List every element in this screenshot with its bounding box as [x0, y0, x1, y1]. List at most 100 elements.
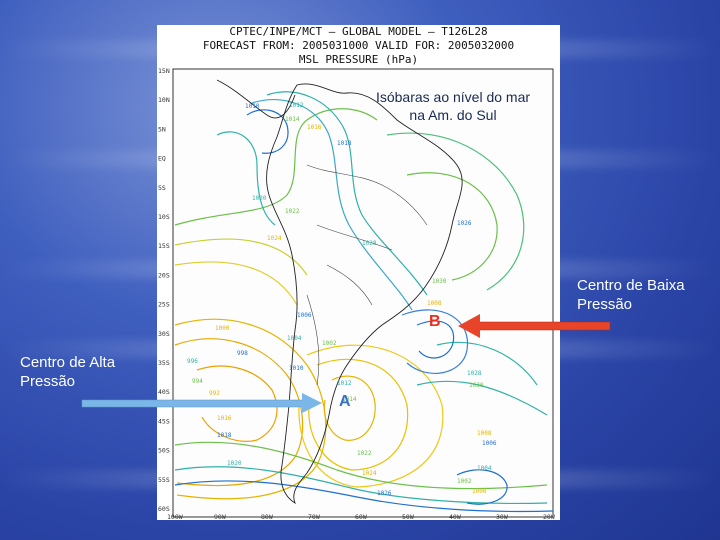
latitude-tick-label: 25S	[158, 301, 170, 309]
isobar-value-label: 1006	[482, 440, 497, 447]
low-pressure-marker: B	[429, 313, 441, 330]
latitude-tick-label: 20S	[158, 271, 170, 279]
isobar-value-label: 1010	[245, 103, 260, 110]
high-pressure-marker: A	[339, 393, 351, 410]
isobars-mid	[174, 91, 548, 505]
isobar-value-label: 1028	[467, 370, 482, 377]
isobar-value-label: 1008	[477, 430, 492, 437]
latitude-tick-label: 15N	[158, 67, 170, 75]
longitude-axis: 100W 90W 80W 70W 60W 50W 40W 30W 20W	[167, 513, 555, 520]
map-header-forecast: FORECAST FROM: 2005031000 VALID FOR: 200…	[202, 39, 515, 52]
isobar-value-label: 1030	[469, 382, 484, 389]
country-borders	[306, 164, 428, 386]
isobar-value-label: 1004	[477, 465, 492, 472]
latitude-tick-label: 35S	[158, 359, 170, 367]
latitude-tick-label: 10S	[158, 213, 170, 221]
isobar-value-label: 1012	[289, 102, 304, 109]
longitude-tick-label: 50W	[402, 513, 414, 520]
isobars-high	[174, 238, 444, 500]
longitude-tick-label: 40W	[449, 513, 461, 520]
longitude-tick-label: 80W	[261, 513, 273, 520]
continent-outline	[266, 83, 463, 505]
longitude-tick-label: 70W	[308, 513, 320, 520]
isobar-line	[174, 441, 548, 490]
latitude-tick-label: 15S	[158, 242, 170, 250]
isobar-value-label: 1026	[457, 220, 472, 227]
latitude-tick-label: 5N	[158, 125, 166, 133]
isobar-value-label: 1000	[215, 325, 230, 332]
isobar-value-label: 992	[209, 390, 220, 397]
isobar-value-label: 994	[192, 378, 203, 385]
isobar-line	[174, 338, 304, 487]
isobar-value-label: 1008	[427, 300, 442, 307]
isobar-line	[456, 469, 508, 505]
isobar-value-label: 1004	[287, 335, 302, 342]
isobar-value-label: 998	[237, 350, 248, 357]
isobar-line	[266, 91, 428, 296]
isobar-value-label: 1014	[342, 396, 357, 403]
isobar-value-label: 1022	[357, 450, 372, 457]
longitude-tick-label: 60W	[355, 513, 367, 520]
isobar-value-label: 1024	[267, 235, 282, 242]
isobar-value-label: 1012	[337, 380, 352, 387]
isobar-value-label: 1006	[297, 312, 312, 319]
isobar-line	[216, 131, 276, 226]
map-canvas: 15N 10N 5N EQ 5S 10S 15S 20S 25S 30S 35S 40S 45S 50S 5…	[158, 67, 555, 520]
isobar-value-label: 1030	[432, 278, 447, 285]
pressure-map: 15N 10N 5N EQ 5S 10S 15S 20S 25S 30S 35S 40S 45S 50S 5…	[157, 25, 560, 520]
isobar-value-label: 1014	[285, 116, 300, 123]
map-header-variable: MSL PRESSURE (hPa)	[298, 53, 419, 66]
latitude-tick-label: 10N	[158, 96, 170, 104]
isobar-value-label: 1018	[337, 140, 352, 147]
longitude-tick-label: 90W	[214, 513, 226, 520]
isobar-line	[308, 358, 409, 471]
longitude-tick-label: 30W	[496, 513, 508, 520]
isobar-value-label: 1028	[362, 240, 377, 247]
isobar-value-label: 1026	[377, 490, 392, 497]
longitude-tick-label: 100W	[167, 513, 183, 520]
latitude-tick-label: 40S	[158, 388, 170, 396]
latitude-tick-label: 45S	[158, 417, 170, 425]
isobar-value-label: 1020	[227, 460, 242, 467]
latitude-tick-label: 5S	[158, 184, 166, 192]
central-america-outline	[216, 79, 296, 119]
isobar-value-label: 1000	[472, 488, 487, 495]
map-frame	[172, 68, 554, 518]
isobar-value-label: 1016	[217, 415, 232, 422]
isobar-line	[298, 344, 444, 488]
latitude-tick-label: EQ	[158, 155, 166, 163]
isobar-line	[323, 375, 376, 441]
latitude-tick-label: 60S	[158, 505, 170, 513]
isobar-line	[416, 380, 548, 416]
isobar-line	[386, 132, 525, 291]
isobar-line	[416, 320, 455, 359]
high-pressure-label: Centro de Alta Pressão	[20, 354, 116, 390]
isobar-value-label: 1020	[252, 195, 267, 202]
isobar-line	[174, 238, 308, 276]
isobar-value-label: 1022	[285, 208, 300, 215]
latitude-tick-label: 50S	[158, 447, 170, 455]
isobar-line	[406, 172, 498, 281]
longitude-tick-label: 20W	[543, 513, 555, 520]
map-header-model: CPTEC/INPE/MCT — GLOBAL MODEL — T126L28	[229, 25, 488, 38]
low-pressure-label: Centro de Baixa Pressão	[577, 277, 685, 313]
isobar-value-label: 1002	[457, 478, 472, 485]
isobar-line	[174, 480, 554, 513]
isobar-value-label: 1018	[217, 432, 232, 439]
map-header: CPTEC/INPE/MCT — GLOBAL MODEL — T126L28 …	[157, 25, 560, 67]
isobar-value-label: 1010	[289, 365, 304, 372]
latitude-tick-label: 30S	[158, 330, 170, 338]
isobar-line	[251, 99, 413, 311]
isobar-value-label: 996	[187, 358, 198, 365]
latitude-tick-label: 55S	[158, 476, 170, 484]
isobar-line	[174, 261, 298, 306]
isobar-value-label: 1024	[362, 470, 377, 477]
isobar-value-label: 1002	[322, 340, 337, 347]
latitude-axis: 15N 10N 5N EQ 5S 10S 15S 20S 25S 30S 35S 40S 45S 50S 5…	[158, 67, 170, 513]
isobar-value-label: 1016	[307, 124, 322, 131]
isobar-line	[401, 309, 469, 374]
isobar-line	[436, 341, 538, 386]
isobar-value-labels: 1010 1012 1014 1016 1018 1020 1022 1024 1026 1028…	[187, 102, 497, 497]
isobar-line	[174, 108, 378, 226]
isobars-annotation: Isóbaras ao nível do mar na Am. do Sul	[375, 89, 531, 123]
